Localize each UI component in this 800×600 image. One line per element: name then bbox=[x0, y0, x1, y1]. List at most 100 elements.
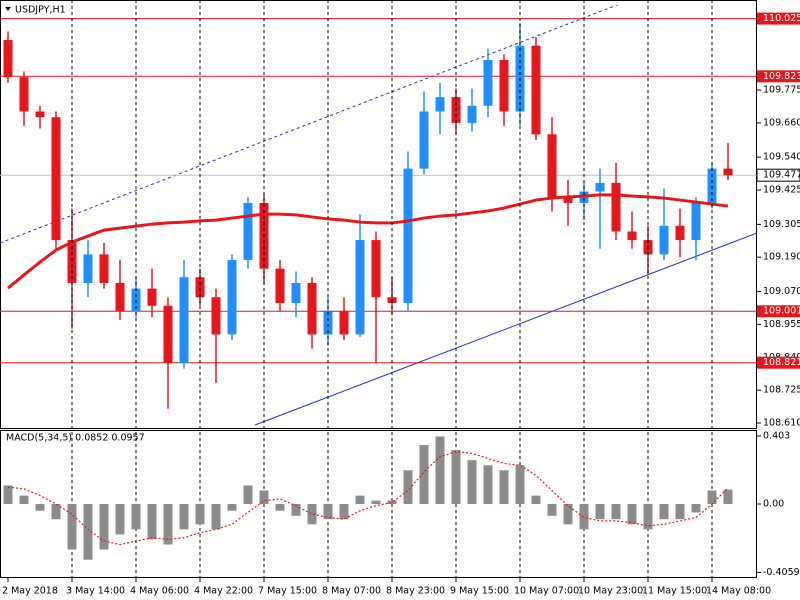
trend-line bbox=[0, 5, 619, 244]
macd-bar bbox=[275, 504, 285, 511]
macd-bar bbox=[451, 450, 461, 505]
candle-body bbox=[419, 111, 429, 169]
macd-bar bbox=[595, 504, 605, 520]
y-tick-label: -0.4059 bbox=[763, 567, 800, 578]
macd-bar bbox=[259, 490, 269, 505]
macd-bar bbox=[3, 485, 13, 505]
macd-bar bbox=[195, 504, 205, 525]
x-tick-label: 4 May 22:00 bbox=[194, 586, 253, 597]
macd-bar bbox=[131, 504, 141, 530]
last-price-label: 109.477 bbox=[763, 170, 800, 181]
candle-body bbox=[3, 40, 13, 78]
macd-bar bbox=[179, 504, 189, 530]
y-tick-label: 109.425 bbox=[763, 185, 800, 196]
macd-bar bbox=[35, 504, 45, 511]
level-label-box bbox=[757, 305, 800, 318]
candle-body bbox=[51, 117, 61, 241]
x-tick-label: 8 May 07:00 bbox=[322, 586, 381, 597]
macd-bar bbox=[675, 504, 685, 520]
candle-body bbox=[403, 168, 413, 303]
main-frame bbox=[0, 0, 757, 429]
y-tick-label: 109.070 bbox=[763, 286, 800, 297]
macd-bar bbox=[291, 504, 301, 516]
x-tick-label: 4 May 06:00 bbox=[130, 586, 189, 597]
macd-bar bbox=[323, 504, 333, 520]
candle-body bbox=[163, 305, 173, 363]
macd-bar bbox=[515, 465, 525, 505]
macd-frame bbox=[0, 430, 757, 578]
candle-body bbox=[291, 282, 301, 303]
y-tick-label: 108.725 bbox=[763, 385, 800, 396]
macd-bar bbox=[547, 504, 557, 516]
macd-bar bbox=[51, 504, 61, 520]
candle-body bbox=[83, 254, 93, 283]
candle-body bbox=[707, 168, 717, 203]
y-tick-label: 109.305 bbox=[763, 219, 800, 230]
candle-body bbox=[499, 60, 509, 112]
macd-bar bbox=[99, 504, 109, 550]
macd-bar bbox=[563, 504, 573, 525]
macd-bar bbox=[403, 470, 413, 505]
candle-body bbox=[611, 182, 621, 232]
macd-bar bbox=[243, 485, 253, 505]
macd-bar bbox=[643, 504, 653, 530]
candle-body bbox=[275, 268, 285, 303]
candle-body bbox=[147, 288, 157, 306]
macd-bar bbox=[435, 436, 445, 505]
candle-body bbox=[627, 231, 637, 241]
macd-bar bbox=[67, 504, 77, 550]
level-label: 110.025 bbox=[763, 13, 800, 24]
macd-bar bbox=[19, 495, 29, 505]
x-tick-label: 2 May 2018 bbox=[2, 586, 58, 597]
candle-body bbox=[99, 254, 109, 283]
macd-bar bbox=[627, 504, 637, 525]
y-tick-label: 0.00 bbox=[763, 499, 784, 510]
trend-line bbox=[254, 232, 757, 426]
candle-body bbox=[675, 225, 685, 241]
y-tick-label: 109.190 bbox=[763, 252, 800, 263]
candle-body bbox=[691, 202, 701, 241]
x-tick-label: 11 May 15:00 bbox=[642, 586, 707, 597]
macd-bar bbox=[691, 504, 701, 513]
signal-line bbox=[7, 451, 729, 546]
y-tick-label: 109.660 bbox=[763, 117, 800, 128]
level-label: 108.821 bbox=[763, 357, 800, 368]
symbol-menu-icon[interactable] bbox=[5, 7, 11, 11]
candle-body bbox=[595, 182, 605, 192]
x-tick-label: 14 May 08:00 bbox=[706, 586, 771, 597]
macd-bar bbox=[355, 495, 365, 505]
macd-bar bbox=[499, 470, 509, 505]
x-tick-label: 10 May 07:00 bbox=[514, 586, 579, 597]
candle-body bbox=[563, 197, 573, 203]
macd-title: MACD(5,34,5) 0.0852 0.0957 bbox=[6, 433, 145, 444]
macd-bar bbox=[483, 465, 493, 505]
macd-bar bbox=[163, 504, 173, 545]
symbol-title: USDJPY,H1 bbox=[15, 5, 66, 16]
moving-average bbox=[7, 193, 729, 290]
candle-body bbox=[531, 45, 541, 135]
macd-bar bbox=[147, 504, 157, 540]
x-tick-label: 7 May 15:00 bbox=[258, 586, 317, 597]
candle-body bbox=[227, 260, 237, 335]
macd-bar bbox=[227, 504, 237, 511]
macd-bar bbox=[371, 500, 381, 505]
candle-body bbox=[659, 225, 669, 255]
candle-body bbox=[467, 105, 477, 123]
macd-bar bbox=[339, 504, 349, 520]
y-tick-label: 108.955 bbox=[763, 319, 800, 330]
candle-body bbox=[435, 97, 445, 112]
candle-body bbox=[371, 240, 381, 298]
macd-bar bbox=[707, 490, 717, 505]
macd-bar bbox=[419, 444, 429, 505]
level-label-box bbox=[757, 356, 800, 369]
macd-bar bbox=[723, 489, 733, 505]
candle-body bbox=[547, 134, 557, 198]
candle-body bbox=[195, 277, 205, 298]
candle-body bbox=[115, 282, 125, 312]
y-tick-label: 108.610 bbox=[763, 417, 800, 428]
macd-bar bbox=[387, 500, 397, 505]
candle-body bbox=[723, 168, 733, 176]
last-price-box bbox=[756, 168, 800, 182]
